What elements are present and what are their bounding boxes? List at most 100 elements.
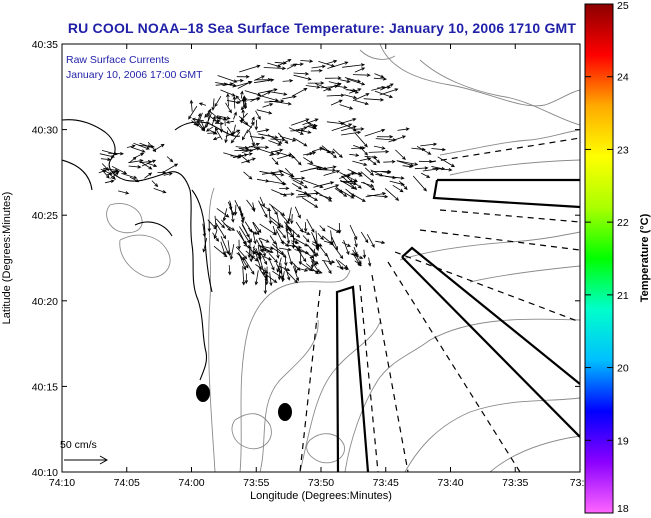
current-vector bbox=[250, 136, 266, 140]
lane-line bbox=[429, 137, 580, 163]
current-vector bbox=[238, 252, 249, 269]
current-vector bbox=[252, 246, 262, 259]
current-vector bbox=[241, 129, 249, 141]
current-vector bbox=[245, 250, 259, 262]
current-vector bbox=[287, 250, 293, 266]
scale-arrow bbox=[64, 455, 109, 465]
lane-line bbox=[371, 274, 409, 472]
colorbar-label: Temperature (°C) bbox=[639, 213, 651, 302]
current-vector bbox=[396, 160, 419, 166]
current-vector bbox=[244, 273, 249, 285]
current-vector bbox=[189, 99, 194, 112]
current-vector bbox=[255, 110, 261, 120]
current-vector bbox=[285, 220, 289, 232]
current-vector bbox=[121, 173, 138, 179]
current-vector bbox=[326, 93, 345, 98]
current-vector bbox=[319, 225, 326, 232]
current-vector bbox=[284, 266, 291, 281]
coastline-path bbox=[134, 221, 173, 237]
overlay-line-1: Raw Surface Currents bbox=[66, 54, 169, 66]
current-vector bbox=[301, 230, 311, 235]
current-vector bbox=[349, 88, 362, 94]
current-vector bbox=[384, 188, 400, 201]
current-vector bbox=[215, 222, 227, 240]
current-vector bbox=[259, 223, 277, 236]
current-vector bbox=[220, 89, 236, 97]
current-vector bbox=[269, 272, 273, 287]
current-vector bbox=[270, 148, 284, 153]
current-vector bbox=[239, 205, 245, 221]
current-vector bbox=[373, 145, 386, 150]
current-vector bbox=[162, 163, 179, 173]
current-vector bbox=[414, 166, 429, 170]
current-vector bbox=[342, 63, 366, 68]
current-vector bbox=[225, 120, 235, 124]
current-vector bbox=[432, 167, 453, 172]
current-vector bbox=[350, 252, 360, 257]
current-vector bbox=[420, 142, 438, 147]
current-vector bbox=[137, 144, 155, 149]
current-vector bbox=[326, 121, 346, 126]
current-vector bbox=[306, 218, 315, 233]
current-vector bbox=[270, 172, 285, 177]
contour-line bbox=[359, 49, 396, 60]
current-vector bbox=[352, 249, 362, 265]
y-axis: 40:35 40:30 40:25 40:20 40:15 40:10 bbox=[32, 39, 580, 479]
current-vector bbox=[206, 108, 211, 118]
current-vector bbox=[276, 214, 281, 228]
current-vector bbox=[318, 165, 337, 170]
current-vector bbox=[354, 100, 369, 106]
x-tick-label: 74:00 bbox=[178, 477, 204, 489]
current-vector bbox=[230, 131, 241, 144]
current-vector bbox=[418, 159, 434, 164]
current-vector bbox=[197, 112, 202, 124]
current-vector bbox=[354, 67, 366, 73]
current-vector bbox=[259, 268, 269, 282]
current-vector bbox=[99, 153, 115, 159]
current-vector bbox=[295, 221, 304, 233]
current-vector bbox=[305, 263, 319, 275]
current-vector bbox=[317, 233, 324, 241]
contour-line bbox=[449, 159, 580, 176]
current-vector bbox=[293, 237, 309, 247]
current-vector bbox=[318, 61, 336, 68]
current-vector bbox=[232, 78, 244, 83]
current-vector bbox=[277, 265, 282, 281]
current-vector bbox=[258, 94, 279, 102]
current-vector bbox=[336, 187, 355, 199]
current-vector bbox=[321, 260, 336, 264]
current-vector bbox=[151, 180, 159, 188]
current-vector bbox=[102, 170, 110, 179]
current-vector bbox=[128, 165, 142, 169]
current-vector bbox=[277, 153, 293, 160]
colorbar-tick-label: 21 bbox=[617, 290, 629, 302]
current-vector bbox=[213, 245, 228, 258]
current-vector bbox=[365, 192, 387, 198]
y-axis-label: Latitude (Degrees:Minutes) bbox=[1, 192, 13, 325]
current-vector bbox=[214, 95, 222, 108]
current-vector bbox=[110, 172, 120, 179]
current-vector bbox=[100, 157, 112, 162]
contour-line bbox=[419, 59, 580, 126]
current-vector bbox=[219, 124, 223, 134]
current-vector bbox=[232, 124, 236, 136]
current-vector bbox=[225, 102, 232, 114]
current-vector bbox=[292, 179, 308, 189]
current-vector bbox=[291, 240, 300, 244]
current-vector bbox=[362, 249, 367, 259]
contour-line bbox=[299, 321, 381, 472]
current-vector bbox=[213, 229, 218, 240]
current-vector bbox=[217, 115, 231, 120]
current-vector bbox=[332, 244, 344, 260]
current-vector bbox=[360, 181, 375, 187]
current-vector bbox=[259, 245, 274, 253]
current-vector bbox=[254, 251, 263, 256]
current-vector bbox=[256, 128, 270, 133]
y-tick-label: 40:35 bbox=[32, 39, 58, 51]
current-vector bbox=[347, 168, 363, 177]
current-vector bbox=[311, 258, 319, 265]
current-vector bbox=[243, 171, 253, 180]
current-vector bbox=[363, 98, 385, 102]
buoy-marker bbox=[278, 403, 292, 421]
